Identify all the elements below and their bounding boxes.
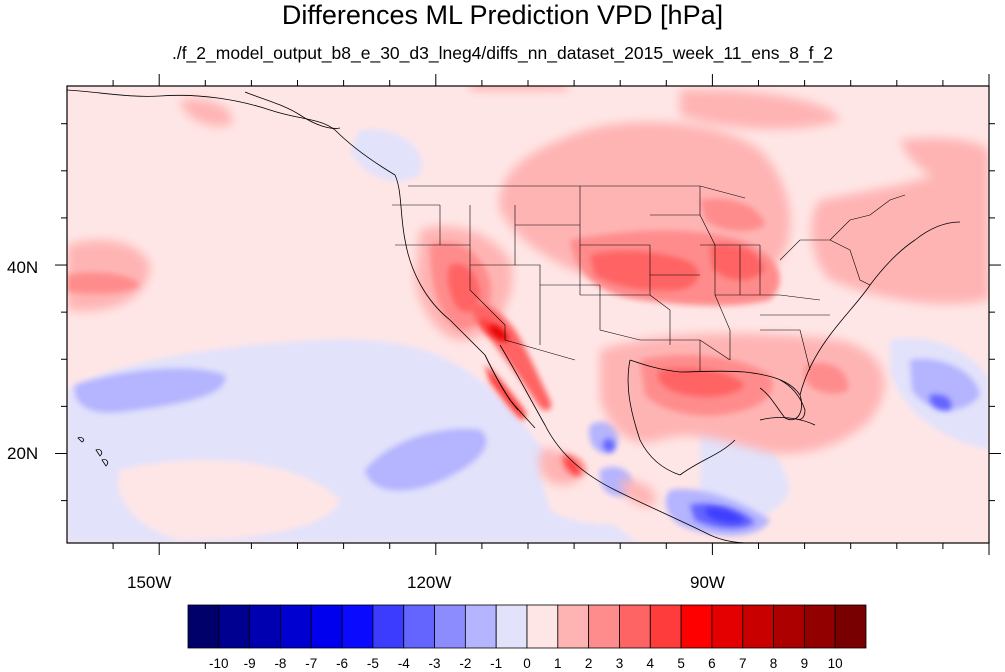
x-tick-label: 120W	[407, 573, 452, 592]
coastlines	[67, 89, 961, 543]
colorbar-tick-label: 5	[677, 656, 685, 671]
colorbar-tick-label: -7	[305, 656, 318, 671]
axis-ticks	[55, 74, 1001, 555]
colorbar-tick-label: 4	[646, 656, 655, 671]
x-tick-label: 90W	[690, 573, 725, 592]
colorbar-tick-label: 6	[708, 656, 716, 671]
colorbar-swatch	[495, 604, 528, 649]
colorbar-tick-label: -4	[397, 656, 410, 671]
strong-positive-regions	[447, 243, 765, 397]
colorbar-tick-label: -5	[366, 656, 379, 671]
colorbar-tick-label: 8	[769, 656, 778, 671]
colorbar-swatch	[711, 604, 744, 649]
colorbar-swatch	[434, 604, 466, 649]
colorbar-swatch	[557, 604, 590, 649]
colorbar-swatch	[834, 604, 867, 649]
colorbar-swatch	[742, 604, 774, 649]
colorbar-tick-label: 10	[827, 656, 843, 671]
y-tick-label: 20N	[7, 444, 39, 463]
colorbar-swatch	[773, 604, 805, 649]
colorbar-tick-label: -8	[274, 656, 287, 671]
colorbar-swatch	[680, 604, 713, 649]
colorbar-tick-label: -9	[243, 656, 256, 671]
colorbar-swatch	[803, 604, 836, 649]
plot-title: Differences ML Prediction VPD [hPa]	[281, 0, 724, 30]
very-strong-negative-regions	[705, 507, 745, 523]
plot-subtitle: ./f_2_model_output_b8_e_30_d3_lneg4/diff…	[171, 43, 834, 63]
colorbar-swatch	[187, 604, 220, 649]
x-tick-label: 150W	[127, 573, 172, 592]
colorbar-tick-label: 3	[615, 656, 624, 671]
colorbar-swatch	[649, 604, 682, 649]
colorbar-tick-label: 2	[584, 656, 593, 671]
colorbar-tick-label: -2	[459, 656, 472, 671]
colorbar-swatch	[619, 604, 651, 649]
color-field	[67, 86, 989, 543]
colorbar-tick-label: -1	[490, 656, 503, 671]
colorbar-swatch	[526, 604, 559, 649]
colorbar-swatch	[372, 604, 405, 649]
colorbar-tick-label: -6	[336, 656, 349, 671]
colorbar-tick-label: 7	[738, 656, 747, 671]
colorbar-tick-label: 1	[554, 656, 562, 671]
colorbar	[187, 604, 867, 649]
colorbar-tick-label: -3	[428, 656, 441, 671]
colorbar-swatch	[280, 604, 312, 649]
colorbar-tick-label: 9	[800, 656, 809, 671]
colorbar-swatch	[310, 604, 343, 649]
colorbar-swatch	[464, 604, 497, 649]
y-tick-label: 40N	[7, 258, 39, 277]
colorbar-swatch	[218, 604, 251, 649]
state-borders	[392, 185, 906, 372]
colorbar-swatch	[588, 604, 620, 649]
colorbar-swatch	[341, 604, 374, 649]
colorbar-swatch	[249, 604, 281, 649]
colorbar-tick-label: 0	[523, 656, 531, 671]
colorbar-tick-label: -10	[209, 656, 229, 671]
colorbar-swatch	[403, 604, 435, 649]
